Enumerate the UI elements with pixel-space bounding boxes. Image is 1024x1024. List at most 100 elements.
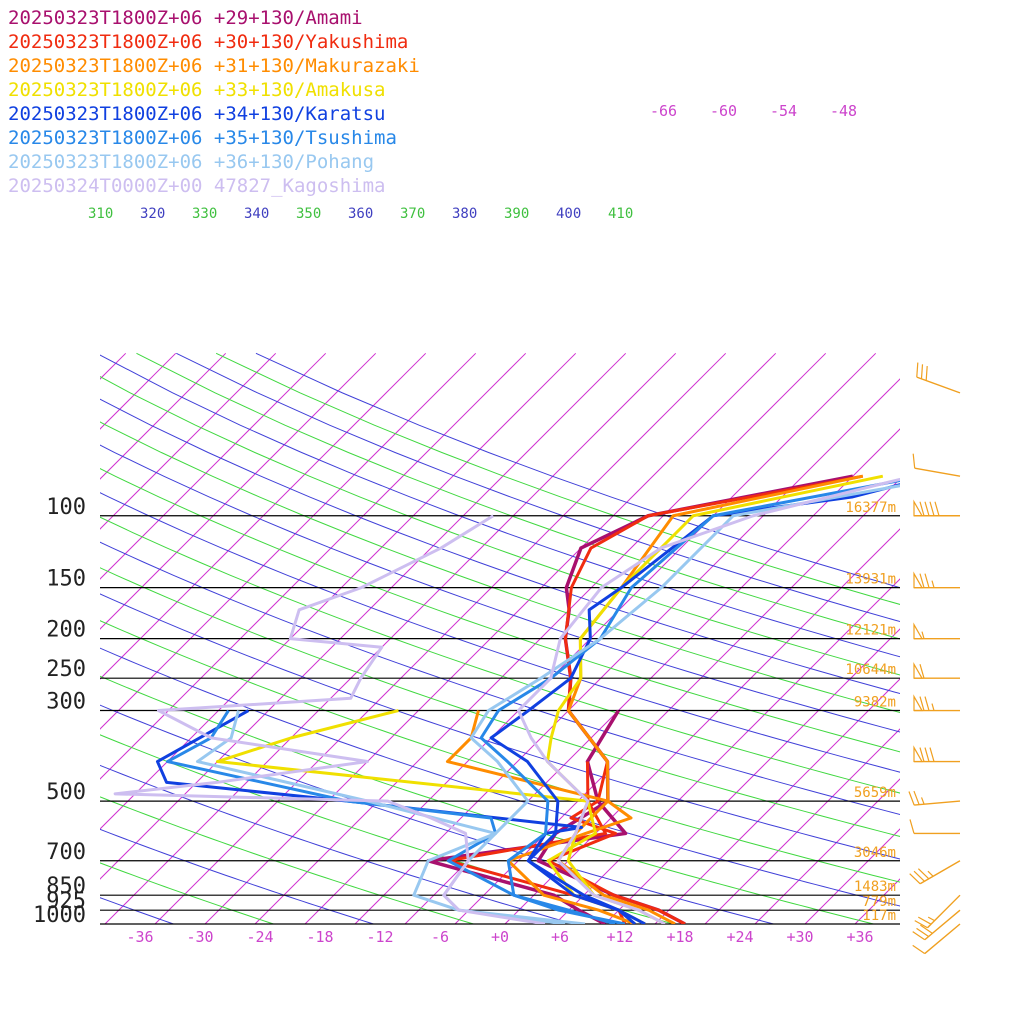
barb-feather [919,501,925,516]
barb-feather [913,790,920,805]
temperature-label: +24 [726,928,753,946]
isotherm-line [654,678,900,924]
wind-barb [913,661,960,679]
isotherm-line [1005,353,1024,924]
barb-staff [914,800,961,806]
dewpoint-profile [165,709,616,924]
temperature-label: +30 [786,928,813,946]
barb-staff [914,467,961,477]
dry-adiabat-line [100,354,900,658]
legend-entry: 20250323T1800Z+06 +30+130/Yakushima [8,31,408,53]
barb-feather [909,819,915,834]
barb-feather [908,791,915,806]
pressure-label: 925 [46,889,86,914]
height-label: 13931m [845,572,896,588]
wind-barb [909,860,961,885]
dry-adiabat-line [100,620,900,883]
barb-feather [925,365,928,381]
temperature-profile [516,477,900,924]
pressure-label: 200 [46,618,86,643]
isotherm-line [100,352,227,480]
height-label: 16377m [845,500,896,516]
barb-flag [913,622,924,640]
wind-barb [912,923,961,955]
pressure-label: 100 [46,495,86,520]
height-label: 9382m [854,695,896,711]
barb-flag [913,694,924,712]
pressure-label: 150 [46,567,86,592]
dewpoint-profile [155,709,636,924]
barb-feather [909,873,921,885]
wind-barb [913,571,960,589]
temperature-profile [489,483,900,924]
legend-entry: 20250324T0000Z+00 47827_Kagoshima [8,175,386,197]
height-label: 1483m [854,879,896,895]
dry-adiabat-line [100,567,900,837]
dry-adiabat-line [100,828,376,924]
height-label: 12121m [845,623,896,639]
barb-flag [913,661,924,679]
barb-staff [924,909,961,941]
dry-adiabat-line [100,516,900,794]
barb-half-feather [927,916,935,922]
barb-half-feather [920,797,925,805]
barb-feather [914,920,928,929]
barb-feather [916,362,919,378]
height-label: 5659m [854,785,896,801]
dry-adiabat-line [100,492,900,773]
barb-half-feather [927,870,934,877]
height-label: 3046m [854,845,896,861]
isotherm-line [754,778,900,924]
dry-adiabat-line [100,764,576,924]
wind-barb [912,453,961,477]
barb-feather [929,501,935,516]
barb-staff [924,923,961,955]
theta-label: 380 [452,206,477,222]
dry-adiabat-line [100,468,900,753]
legend-entry: 20250323T1800Z+06 +36+130/Pohang [8,151,374,173]
temperature-label: -30 [186,928,213,946]
dry-adiabat-line [176,352,900,623]
upper-temperature-label: -66 [650,102,677,120]
isobar-lines [100,515,900,925]
dry-adiabat-line [100,444,900,733]
barb-feather [912,944,926,955]
temperature-label: +6 [551,928,569,946]
barb-feather [920,924,933,934]
barb-feather [917,916,932,925]
sounding-profiles [113,474,900,924]
upper-temperature-label: -48 [830,102,857,120]
temperature-label: +18 [666,928,693,946]
dewpoint-profile [113,514,546,924]
wind-barb [908,790,961,806]
temperature-label: +12 [606,928,633,946]
isotherm-line [0,353,26,924]
barb-half-feather [931,580,935,588]
theta-label: 390 [504,206,529,222]
wind-barb [912,909,961,941]
dewpoint-profile [445,710,636,924]
theta-label: 400 [556,206,581,222]
barb-feather [924,573,930,588]
barb-feather [912,931,926,941]
legend-entry: 20250323T1800Z+06 +35+130/Tsushima [8,127,397,149]
isotherm-line [704,728,900,924]
barb-feather [916,927,929,938]
theta-label: 350 [296,206,321,222]
height-label: 117m [862,908,896,924]
legend-entry: 20250323T1800Z+06 +31+130/Makurazaki [8,55,420,77]
dry-adiabat-line [255,352,900,589]
wind-barb [913,499,960,517]
pressure-label: 250 [46,657,86,682]
temperature-label: -12 [366,928,393,946]
wind-barb [916,362,961,394]
barb-feather [919,696,925,711]
barb-flag [913,499,924,517]
temperature-label: -18 [306,928,333,946]
barb-feather [924,696,930,711]
wind-barb [913,694,960,712]
isotherm-line [100,352,377,630]
barb-feather [912,453,916,469]
height-label: 779m [862,894,896,910]
